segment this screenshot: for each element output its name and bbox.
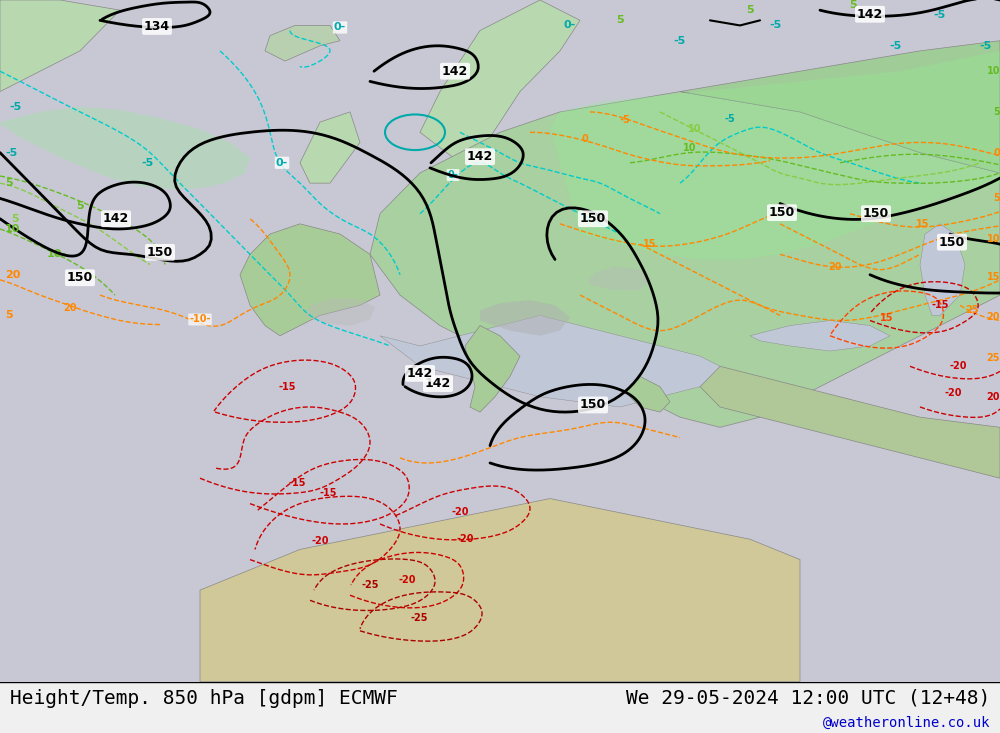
Text: Height/Temp. 850 hPa [gdpm] ECMWF: Height/Temp. 850 hPa [gdpm] ECMWF xyxy=(10,689,398,708)
Polygon shape xyxy=(0,107,250,189)
Polygon shape xyxy=(625,377,670,412)
Text: -10-: -10- xyxy=(189,314,211,325)
Text: 5: 5 xyxy=(11,214,19,224)
Text: 15: 15 xyxy=(643,239,657,249)
Text: 15: 15 xyxy=(880,314,894,323)
Text: -20: -20 xyxy=(949,361,967,372)
Text: 10: 10 xyxy=(986,66,1000,76)
Polygon shape xyxy=(750,320,890,351)
Text: 20: 20 xyxy=(828,262,842,271)
Text: -5: -5 xyxy=(142,158,154,168)
Text: 10: 10 xyxy=(986,234,1000,244)
Text: 25: 25 xyxy=(986,353,1000,363)
Text: 0-: 0- xyxy=(334,23,346,32)
Text: 5: 5 xyxy=(993,107,1000,117)
Text: -25: -25 xyxy=(410,613,428,622)
Text: 142: 142 xyxy=(857,8,883,21)
Text: -15: -15 xyxy=(931,301,949,310)
Text: -20: -20 xyxy=(451,507,469,517)
Polygon shape xyxy=(700,366,1000,478)
Text: 150: 150 xyxy=(147,246,173,259)
Text: -5: -5 xyxy=(9,102,21,112)
Text: 25: 25 xyxy=(965,306,979,315)
Text: 5: 5 xyxy=(849,0,857,10)
Text: 10: 10 xyxy=(5,224,20,234)
Text: @weatheronline.co.uk: @weatheronline.co.uk xyxy=(822,716,990,730)
Text: 150: 150 xyxy=(580,399,606,411)
Polygon shape xyxy=(380,315,720,407)
Text: 5: 5 xyxy=(76,201,84,210)
Text: 150: 150 xyxy=(769,206,795,219)
Text: 15: 15 xyxy=(986,272,1000,281)
Text: -15: -15 xyxy=(288,479,306,488)
Text: We 29-05-2024 12:00 UTC (12+48): We 29-05-2024 12:00 UTC (12+48) xyxy=(626,689,990,708)
Text: 5: 5 xyxy=(616,15,624,26)
Text: 10: 10 xyxy=(688,124,702,134)
Text: -5: -5 xyxy=(889,41,901,51)
Text: 10-: 10- xyxy=(47,249,67,259)
Text: -20: -20 xyxy=(398,575,416,585)
Text: 142: 142 xyxy=(467,150,493,163)
Text: 142: 142 xyxy=(103,213,129,225)
Text: -15: -15 xyxy=(319,488,337,498)
Text: 150: 150 xyxy=(939,235,965,248)
Text: 5: 5 xyxy=(746,5,754,15)
Polygon shape xyxy=(550,51,1000,259)
Text: 0: 0 xyxy=(582,134,588,144)
Text: 142: 142 xyxy=(442,65,468,78)
Text: -5: -5 xyxy=(934,10,946,21)
Text: 142: 142 xyxy=(425,377,451,390)
Text: -5: -5 xyxy=(979,41,991,51)
Text: -25: -25 xyxy=(361,580,379,590)
Polygon shape xyxy=(370,92,1000,427)
Text: -15: -15 xyxy=(278,382,296,391)
Text: 5: 5 xyxy=(993,194,1000,203)
Polygon shape xyxy=(588,267,650,290)
Polygon shape xyxy=(240,224,380,336)
Polygon shape xyxy=(0,0,120,92)
Text: -5: -5 xyxy=(725,114,735,124)
Text: -5: -5 xyxy=(5,147,17,158)
Polygon shape xyxy=(200,498,800,682)
Text: 20: 20 xyxy=(63,303,77,313)
Text: -5: -5 xyxy=(674,36,686,45)
Polygon shape xyxy=(480,300,570,336)
Text: 150: 150 xyxy=(580,213,606,225)
Text: 15: 15 xyxy=(916,219,930,229)
Text: 0-: 0- xyxy=(448,170,458,180)
Text: -20: -20 xyxy=(311,537,329,546)
Text: -20: -20 xyxy=(944,388,962,398)
Text: 150: 150 xyxy=(67,271,93,284)
Text: 0-: 0- xyxy=(276,158,288,168)
Polygon shape xyxy=(305,298,375,325)
Text: 5: 5 xyxy=(5,178,13,188)
Polygon shape xyxy=(680,41,1000,173)
Text: 10: 10 xyxy=(683,142,697,152)
Text: 0-: 0- xyxy=(564,21,576,31)
Text: -5: -5 xyxy=(769,21,781,31)
Text: 20: 20 xyxy=(986,312,1000,323)
Text: 150: 150 xyxy=(863,207,889,220)
Polygon shape xyxy=(265,26,340,61)
Text: 0: 0 xyxy=(993,147,1000,158)
Text: -20: -20 xyxy=(456,534,474,544)
Polygon shape xyxy=(420,0,580,163)
Text: 134: 134 xyxy=(144,20,170,33)
Text: 20: 20 xyxy=(986,392,1000,402)
Text: 5: 5 xyxy=(5,310,13,320)
Polygon shape xyxy=(465,325,520,412)
Polygon shape xyxy=(300,112,360,183)
Text: 20: 20 xyxy=(5,270,20,280)
Polygon shape xyxy=(920,224,965,315)
Text: 142: 142 xyxy=(407,367,433,380)
Text: -5: -5 xyxy=(620,115,630,125)
